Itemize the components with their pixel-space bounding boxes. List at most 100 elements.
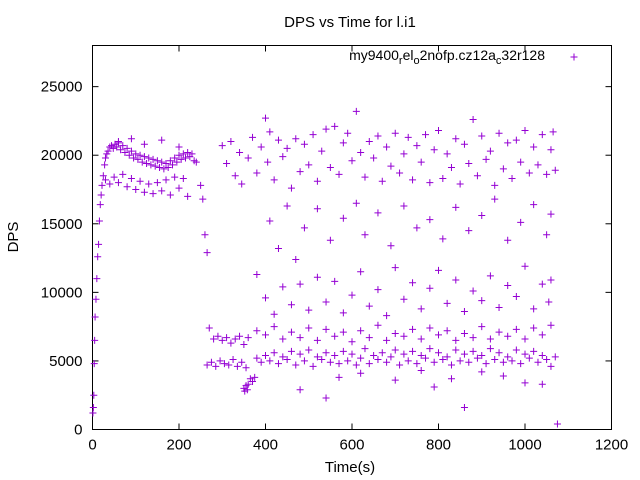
data-point bbox=[469, 116, 477, 124]
data-point bbox=[486, 147, 494, 155]
data-point bbox=[478, 368, 486, 376]
data-point bbox=[530, 347, 538, 355]
data-point bbox=[287, 347, 295, 355]
data-point bbox=[123, 183, 131, 191]
data-point bbox=[238, 180, 246, 188]
data-point bbox=[512, 325, 520, 333]
data-point bbox=[512, 136, 520, 144]
data-point bbox=[127, 175, 135, 183]
data-point bbox=[409, 176, 417, 184]
data-point bbox=[243, 386, 251, 394]
data-point bbox=[426, 345, 434, 353]
data-point bbox=[413, 360, 421, 368]
y-tick-label: 10000 bbox=[41, 284, 83, 301]
data-point bbox=[305, 161, 313, 169]
data-point bbox=[391, 129, 399, 137]
data-point bbox=[231, 335, 239, 343]
data-point bbox=[439, 356, 447, 364]
data-point bbox=[153, 179, 161, 187]
legend-label: my9400relo2nofp.cz12ac32r128 bbox=[349, 47, 545, 67]
data-point bbox=[145, 180, 153, 188]
data-point bbox=[283, 144, 291, 152]
data-point bbox=[374, 321, 382, 329]
data-point bbox=[486, 335, 494, 343]
x-tick-labels: 0 200 400 600 800 1000 1200 bbox=[88, 437, 628, 454]
data-point bbox=[218, 336, 226, 344]
data-point bbox=[149, 190, 157, 198]
data-points bbox=[89, 107, 561, 428]
data-point bbox=[344, 129, 352, 137]
data-point bbox=[249, 133, 257, 141]
data-point bbox=[266, 357, 274, 365]
data-point bbox=[121, 148, 129, 156]
data-point bbox=[296, 386, 304, 394]
data-point bbox=[287, 301, 295, 309]
data-point bbox=[553, 420, 561, 428]
data-point bbox=[166, 191, 174, 199]
data-point bbox=[153, 157, 161, 165]
data-point bbox=[212, 362, 220, 370]
data-point bbox=[491, 195, 499, 203]
data-point bbox=[233, 362, 241, 370]
data-point bbox=[339, 139, 347, 147]
data-point bbox=[305, 306, 313, 314]
data-point bbox=[452, 346, 460, 354]
data-point bbox=[158, 136, 166, 144]
data-point bbox=[201, 231, 209, 239]
data-point bbox=[383, 358, 391, 366]
data-point bbox=[205, 324, 213, 332]
data-point bbox=[447, 164, 455, 172]
data-point bbox=[313, 177, 321, 185]
data-point bbox=[175, 143, 183, 151]
data-point bbox=[279, 335, 287, 343]
data-point bbox=[357, 148, 365, 156]
data-point bbox=[512, 346, 520, 354]
data-point bbox=[504, 282, 512, 289]
data-point bbox=[119, 170, 127, 178]
data-point bbox=[207, 358, 215, 366]
data-point bbox=[370, 351, 378, 359]
x-tick-label: 400 bbox=[253, 437, 278, 454]
y-tick-label: 0 bbox=[74, 422, 82, 439]
data-point bbox=[435, 349, 442, 357]
data-point bbox=[331, 332, 339, 340]
data-point bbox=[374, 286, 382, 294]
data-point bbox=[378, 177, 386, 185]
data-point bbox=[530, 305, 538, 313]
data-point bbox=[339, 214, 347, 222]
data-point bbox=[391, 346, 399, 354]
data-point bbox=[292, 361, 300, 369]
data-point bbox=[162, 176, 170, 184]
data-point bbox=[262, 294, 269, 302]
data-point bbox=[422, 354, 430, 362]
data-point bbox=[322, 125, 330, 133]
data-point bbox=[149, 155, 157, 163]
data-point bbox=[313, 336, 321, 344]
data-point bbox=[512, 292, 520, 300]
data-point bbox=[534, 358, 542, 366]
data-point bbox=[296, 334, 304, 342]
data-point bbox=[456, 357, 464, 365]
data-point bbox=[538, 351, 546, 359]
x-tick-label: 800 bbox=[426, 437, 451, 454]
data-point bbox=[318, 356, 326, 364]
data-point bbox=[409, 279, 417, 287]
data-point bbox=[426, 179, 434, 187]
data-point bbox=[435, 266, 442, 274]
data-point bbox=[225, 361, 233, 369]
data-point bbox=[361, 173, 369, 181]
data-point bbox=[218, 142, 226, 150]
data-point bbox=[409, 325, 417, 333]
data-point bbox=[478, 297, 486, 305]
data-point bbox=[478, 323, 486, 331]
data-point bbox=[545, 298, 553, 306]
x-tick-label: 0 bbox=[88, 437, 96, 454]
data-point bbox=[430, 146, 438, 154]
data-point bbox=[244, 154, 252, 162]
data-point bbox=[521, 379, 529, 387]
data-point bbox=[365, 360, 373, 368]
data-point bbox=[331, 277, 339, 285]
data-point bbox=[123, 144, 131, 152]
data-point bbox=[322, 394, 330, 402]
data-point bbox=[435, 331, 442, 339]
